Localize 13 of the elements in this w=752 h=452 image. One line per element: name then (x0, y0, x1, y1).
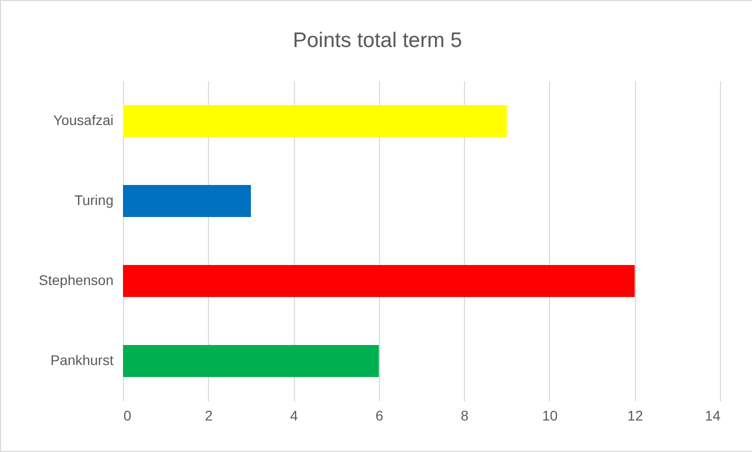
x-tick-label: 4 (290, 408, 298, 424)
x-tick-label: 2 (204, 408, 213, 424)
x-tick-label: 0 (124, 408, 132, 424)
x-tick-label: 6 (375, 408, 384, 424)
y-tick-label: Yousafzai (53, 112, 114, 128)
x-tick-label: 14 (704, 408, 721, 424)
chart-title: Points total term 5 (292, 29, 462, 52)
x-tick-label: 12 (627, 408, 644, 424)
y-tick-label: Turing (74, 192, 114, 208)
x-tick-label: 10 (542, 408, 558, 424)
y-tick-label: Stephenson (38, 272, 114, 288)
y-tick-label: Pankhurst (50, 352, 114, 368)
x-tick-label: 8 (460, 408, 469, 424)
